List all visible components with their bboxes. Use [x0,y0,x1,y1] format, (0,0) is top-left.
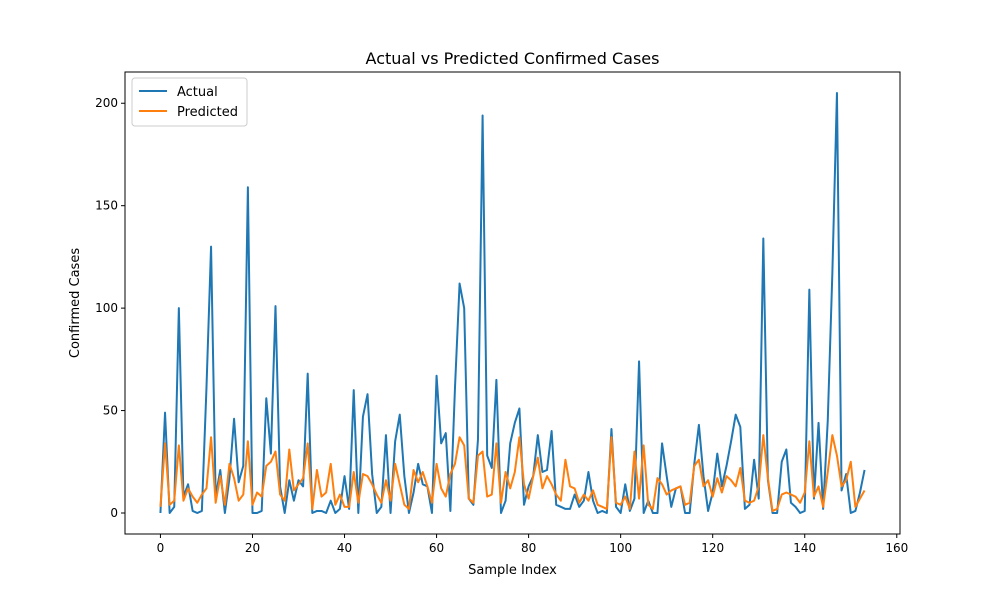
y-tick-label: 150 [95,199,118,213]
x-axis: 0 20 40 60 80 100 120 140 160 [157,534,908,555]
chart-title: Actual vs Predicted Confirmed Cases [366,49,660,68]
x-tick-label: 120 [701,541,724,555]
y-tick-label: 50 [103,404,118,418]
y-tick-label: 200 [95,96,118,110]
x-tick-label: 100 [609,541,632,555]
legend-label-actual: Actual [177,85,218,100]
series-line-actual [159,92,866,514]
legend: Actual Predicted [131,77,248,127]
x-axis-label: Sample Index [468,563,557,578]
y-tick-label: 0 [110,506,118,520]
x-tick-label: 0 [157,541,165,555]
plot-frame [124,71,901,535]
y-tick-label: 100 [95,301,118,315]
y-axis: 0 50 100 150 200 [95,96,125,520]
series-line-predicted [159,434,866,512]
legend-label-predicted: Predicted [177,105,238,120]
x-tick-label: 40 [337,541,352,555]
x-tick-label: 60 [429,541,444,555]
x-tick-label: 20 [245,541,260,555]
x-tick-label: 80 [521,541,536,555]
x-tick-label: 140 [793,541,816,555]
x-tick-label: 160 [885,541,908,555]
y-axis-label: Confirmed Cases [68,248,83,358]
plot-area [159,92,866,514]
